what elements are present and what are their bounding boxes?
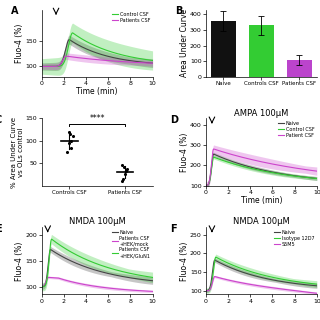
Legend: Naive, Patients CSF
+HEK/mock, Patients CSF
+HEK/GluN1: Naive, Patients CSF +HEK/mock, Patients … xyxy=(112,230,150,258)
Point xyxy=(121,176,126,181)
Legend: Naive, Control CSF, Patient CSF: Naive, Control CSF, Patient CSF xyxy=(278,121,314,138)
Title: AMPA 100μM: AMPA 100μM xyxy=(234,108,289,118)
Point xyxy=(68,138,73,143)
Point xyxy=(67,129,72,134)
Y-axis label: Fluo-4 (%): Fluo-4 (%) xyxy=(15,23,24,63)
Legend: Control CSF, Patients CSF: Control CSF, Patients CSF xyxy=(112,12,150,23)
Bar xyxy=(249,25,274,77)
Text: E: E xyxy=(0,224,2,234)
Text: B: B xyxy=(175,6,182,16)
Text: A: A xyxy=(11,6,18,16)
Text: D: D xyxy=(170,115,178,125)
Point xyxy=(119,179,124,184)
Y-axis label: Fluo-4 (%): Fluo-4 (%) xyxy=(15,241,24,281)
Point xyxy=(66,140,71,146)
Title: NMDA 100μM: NMDA 100μM xyxy=(233,218,290,227)
X-axis label: Time (min): Time (min) xyxy=(76,87,118,96)
Y-axis label: Area Under Curve: Area Under Curve xyxy=(180,9,188,77)
Point xyxy=(69,145,74,150)
Y-axis label: % Area Under Curve
vs OLs control: % Area Under Curve vs OLs control xyxy=(12,116,24,188)
Y-axis label: Fluo-4 (%): Fluo-4 (%) xyxy=(180,132,188,172)
Bar xyxy=(287,60,312,77)
Bar xyxy=(211,21,236,77)
Point xyxy=(67,132,72,137)
Point xyxy=(64,149,69,155)
Y-axis label: Fluo-4 (%): Fluo-4 (%) xyxy=(180,241,188,281)
Point xyxy=(122,172,127,177)
Text: C: C xyxy=(0,115,2,125)
Text: F: F xyxy=(170,224,177,234)
Point xyxy=(124,169,129,174)
Text: ****: **** xyxy=(89,114,105,123)
Point xyxy=(124,166,129,171)
Point xyxy=(119,163,124,168)
Point xyxy=(70,134,75,139)
Point xyxy=(122,164,127,169)
X-axis label: Time (min): Time (min) xyxy=(241,196,282,205)
Title: NMDA 100μM: NMDA 100μM xyxy=(69,218,125,227)
Legend: Naive, Isotype 12D7, S5M5: Naive, Isotype 12D7, S5M5 xyxy=(275,230,314,247)
